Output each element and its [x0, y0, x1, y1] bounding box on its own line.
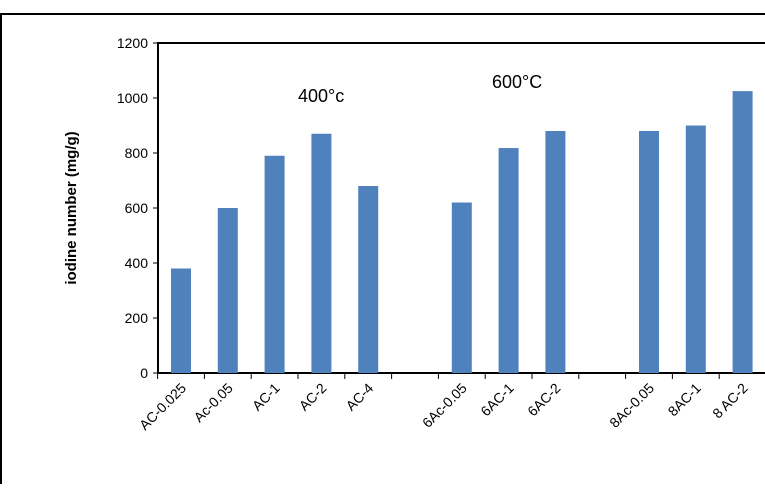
y-axis-label: iodine number (mg/g) [63, 131, 80, 284]
x-tick-label: 8 AC-2 [709, 380, 751, 422]
bar-ac-1 [264, 155, 285, 373]
y-tick-label: 1000 [117, 90, 148, 106]
x-tick-label: AC-2 [296, 380, 330, 414]
x-tick-label: 6AC-2 [524, 380, 564, 420]
annotation-600: 600°C [492, 72, 542, 92]
x-tick-label: Ac-0.05 [190, 380, 236, 426]
bar-6ac-1 [498, 148, 519, 373]
bar-6ac-2 [545, 131, 566, 373]
bars [171, 91, 753, 373]
x-tick-label: AC-1 [249, 380, 283, 414]
y-tick-label: 400 [125, 255, 149, 271]
bar-6ac-0.05 [451, 202, 472, 373]
x-axis: AC-0.025 Ac-0.05 AC-1 AC-2 AC-4 6Ac-0.05 6AC-1… [136, 373, 751, 433]
x-tick-label: 6AC-1 [477, 380, 517, 420]
y-axis: 0 200 400 600 800 1000 1200 [117, 35, 158, 381]
x-tick-label: 6Ac-0.05 [419, 380, 470, 431]
bar-8ac-1 [685, 125, 706, 373]
bar-ac-2 [311, 133, 332, 373]
y-tick-label: 0 [140, 365, 148, 381]
outer-border [0, 13, 765, 489]
y-tick-label: 600 [125, 200, 149, 216]
y-tick-label: 200 [125, 310, 149, 326]
x-tick-label: AC-4 [342, 380, 376, 414]
bar-8-ac-2 [732, 91, 753, 373]
x-tick-label: 8Ac-0.05 [606, 380, 657, 431]
bar-ac-0.025 [171, 268, 191, 373]
bar-8ac-0.05 [639, 131, 659, 373]
y-tick-label: 1200 [117, 35, 148, 51]
bar-ac-4 [358, 186, 379, 373]
y-tick-label: 800 [125, 145, 149, 161]
bar-ac-0.05 [217, 208, 238, 373]
x-tick-label: 8AC-1 [665, 380, 705, 420]
x-tick-label: AC-0.025 [136, 380, 189, 433]
annotation-400: 400°c [298, 86, 344, 106]
